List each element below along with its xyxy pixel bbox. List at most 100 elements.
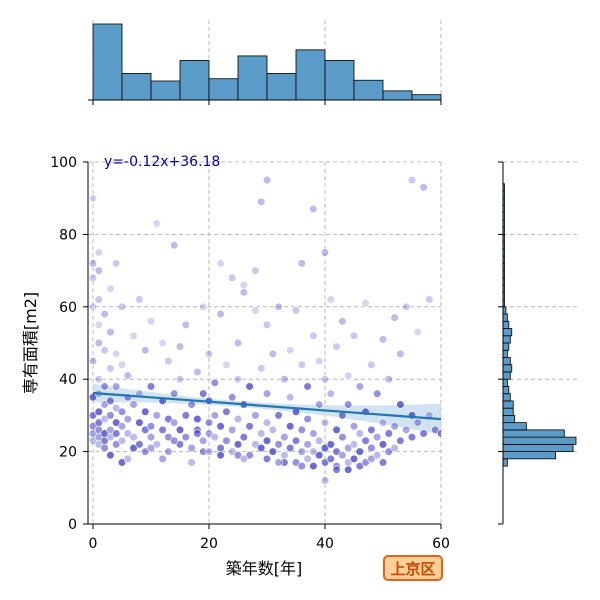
scatter-point xyxy=(233,338,243,348)
scatter-point xyxy=(222,407,231,416)
scatter-point xyxy=(170,436,179,445)
scatter-point xyxy=(344,443,353,453)
scatter-point xyxy=(315,357,324,366)
scatter-point xyxy=(187,443,196,453)
x-hist-bar xyxy=(121,73,152,101)
scatter-point xyxy=(222,360,231,369)
scatter-point xyxy=(286,443,295,453)
scatter-point xyxy=(100,309,109,319)
scatter-point xyxy=(193,414,202,424)
scatter-point xyxy=(332,447,341,456)
scatter-point xyxy=(204,418,214,427)
scatter-point xyxy=(199,436,208,445)
y-axis-title: 専有面積[m2] xyxy=(21,292,40,394)
scatter-point xyxy=(291,306,301,315)
scatter-point xyxy=(338,317,347,326)
scatter-point xyxy=(309,204,318,214)
scatter-point xyxy=(262,176,272,185)
scatter-point xyxy=(373,433,382,442)
scatter-point xyxy=(112,429,121,438)
scatter-point xyxy=(378,440,388,449)
y-tick-label: 0 xyxy=(68,517,77,533)
scatter-point xyxy=(315,436,324,445)
scatter-point xyxy=(106,396,115,406)
scatter-point xyxy=(280,433,289,442)
scatter-point xyxy=(326,295,335,304)
x-hist-bar xyxy=(208,78,239,101)
scatter-point xyxy=(378,335,388,344)
scatter-point xyxy=(239,454,248,463)
scatter-point xyxy=(216,259,225,268)
scatter-point xyxy=(297,461,306,471)
scatter-point xyxy=(309,447,318,456)
y-hist-bar xyxy=(502,378,508,387)
scatter-point xyxy=(175,375,185,384)
scatter-point xyxy=(361,436,370,445)
scatter-point xyxy=(413,418,422,427)
scatter-point xyxy=(164,447,173,456)
scatter-point xyxy=(262,436,272,445)
scatter-point xyxy=(233,440,243,449)
y-hist-bar xyxy=(502,364,513,373)
scatter-point xyxy=(297,447,306,456)
scatter-point xyxy=(216,422,225,431)
x-axis-title: 築年数[年] xyxy=(226,559,303,578)
y-hist-bar xyxy=(502,320,510,329)
scatter-point xyxy=(419,429,428,438)
scatter-point xyxy=(286,393,295,402)
scatter-point xyxy=(320,248,330,257)
scatter-point xyxy=(94,440,103,449)
scatter-point xyxy=(367,360,376,369)
y-hist-bar xyxy=(502,458,508,467)
scatter-point xyxy=(262,418,272,427)
scatter-point xyxy=(309,461,318,471)
scatter-point xyxy=(106,451,115,460)
scatter-point xyxy=(367,425,376,434)
x-hist-bar xyxy=(179,60,210,101)
scatter-point xyxy=(245,382,254,391)
regression-equation: y=-0.12x+36.18 xyxy=(104,154,220,170)
scatter-point xyxy=(303,414,312,424)
scatter-point xyxy=(274,458,283,467)
scatter-point xyxy=(181,411,190,420)
x-tick-label: 60 xyxy=(432,536,450,552)
scatter-point xyxy=(320,443,330,453)
scatter-point xyxy=(129,331,138,340)
scatter-point xyxy=(297,259,306,268)
scatter-point xyxy=(117,407,127,416)
y-hist-bar xyxy=(502,451,556,460)
scatter-point xyxy=(274,302,283,311)
scatter-point xyxy=(94,248,103,257)
scatter-point xyxy=(303,440,312,449)
scatter-point xyxy=(123,454,132,463)
scatter-point xyxy=(129,400,138,409)
scatter-point xyxy=(204,447,214,456)
scatter-point xyxy=(349,440,359,449)
scatter-point xyxy=(193,429,202,438)
scatter-point xyxy=(274,440,283,449)
scatter-point xyxy=(88,194,98,203)
scatter-point xyxy=(297,425,306,434)
x-tick-label: 20 xyxy=(200,536,218,552)
scatter-point xyxy=(373,451,382,460)
scatter-point xyxy=(141,346,150,355)
scatter-point xyxy=(419,183,428,192)
scatter-point xyxy=(181,433,190,442)
x-histogram xyxy=(88,20,442,105)
scatter-point xyxy=(320,375,330,384)
scatter-point xyxy=(344,465,353,474)
y-hist-bar xyxy=(502,313,508,322)
scatter-point xyxy=(94,320,103,330)
scatter-point xyxy=(233,375,243,384)
scatter-point xyxy=(170,418,179,427)
scatter-point xyxy=(280,375,289,384)
y-hist-bar xyxy=(502,349,508,358)
scatter-point xyxy=(175,440,185,449)
scatter-point xyxy=(106,433,115,442)
scatter-point xyxy=(152,411,161,420)
scatter-point xyxy=(268,447,277,456)
scatter-point xyxy=(146,382,156,391)
scatter-point xyxy=(129,443,138,453)
scatter-point xyxy=(378,458,388,467)
scatter-point xyxy=(106,411,115,420)
